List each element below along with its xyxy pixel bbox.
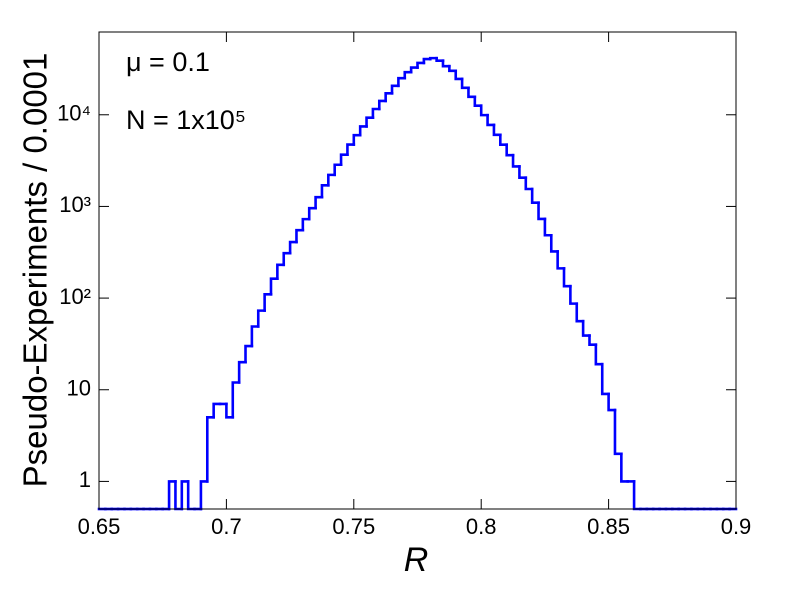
histogram-step — [486, 113, 496, 127]
histogram-step — [524, 176, 534, 191]
histogram-step — [594, 343, 604, 366]
histogram-step — [346, 143, 356, 156]
histogram-step — [518, 165, 528, 179]
histogram-step — [562, 267, 572, 288]
x-axis-label: R — [404, 541, 429, 579]
histogram-step — [358, 125, 368, 137]
histogram-step — [397, 76, 407, 88]
histogram-step — [613, 408, 623, 456]
x-tick-label: 0.65 — [78, 514, 121, 539]
histogram-step — [231, 381, 241, 419]
histogram-step — [307, 206, 317, 221]
y-axis-label: Pseudo-Experiments / 0.0001 — [17, 53, 54, 488]
x-tick-label: 0.75 — [332, 514, 375, 539]
y-tick-label: 1 — [79, 467, 91, 492]
histogram-step — [339, 153, 349, 167]
histogram-step — [365, 116, 375, 128]
histogram-step — [180, 480, 190, 511]
histogram-step — [295, 228, 305, 244]
histogram-step — [205, 416, 215, 483]
histogram-step — [167, 480, 177, 511]
histogram-step — [511, 153, 521, 168]
histogram-step — [556, 250, 566, 270]
histogram-step — [403, 70, 413, 80]
y-tick-label: 10⁴ — [57, 101, 91, 126]
histogram-step — [237, 360, 247, 384]
x-tick-label: 0.8 — [466, 514, 497, 539]
histogram-step — [384, 92, 394, 103]
histogram-step — [505, 143, 515, 157]
histogram-step — [422, 57, 432, 65]
histogram-step — [416, 61, 426, 69]
histogram-step — [352, 133, 362, 146]
annotation: μ = 0.1 — [126, 47, 210, 77]
histogram-step — [276, 263, 286, 280]
histogram-step — [269, 277, 279, 296]
histogram-step — [537, 201, 547, 221]
histogram-step — [448, 64, 458, 73]
histogram-step — [588, 334, 598, 347]
annotation: N = 1x10⁵ — [126, 105, 246, 135]
histogram-step — [569, 284, 579, 305]
histogram-step — [549, 233, 559, 253]
histogram-step — [409, 66, 419, 74]
x-tick-label: 0.9 — [721, 514, 752, 539]
histogram-step — [435, 56, 445, 63]
histogram-step — [244, 344, 254, 364]
y-tick-label: 10² — [59, 284, 91, 309]
histogram-step — [371, 107, 381, 120]
y-tick-label: 10³ — [59, 192, 91, 217]
histogram-step — [441, 59, 451, 68]
histogram-step — [263, 292, 273, 312]
x-tick-label: 0.7 — [211, 514, 242, 539]
histogram-step — [314, 195, 324, 210]
histogram-step — [473, 95, 483, 108]
histogram-step — [454, 69, 464, 81]
histogram-step — [282, 251, 292, 267]
histogram-step — [256, 309, 266, 328]
histogram-step — [581, 319, 591, 337]
histogram-step — [212, 402, 222, 419]
histogram-step — [607, 392, 617, 412]
y-tick-label: 10 — [67, 376, 91, 401]
histogram-step — [250, 325, 260, 348]
histogram-step — [499, 133, 508, 146]
histogram-step — [320, 184, 330, 199]
histogram-step — [575, 302, 585, 323]
histogram-step — [492, 123, 502, 137]
histogram-step — [390, 84, 400, 95]
x-tick-label: 0.85 — [587, 514, 630, 539]
histogram-step — [479, 104, 489, 117]
histogram-step — [377, 99, 387, 111]
histogram-step — [428, 56, 438, 61]
histogram-step — [199, 480, 209, 511]
histogram-step — [620, 452, 630, 483]
histogram-step — [460, 77, 470, 90]
histogram-step — [600, 362, 610, 396]
histogram-step — [225, 402, 235, 419]
histogram-step — [543, 217, 553, 237]
plot-frame — [98, 31, 737, 510]
histogram-step — [530, 187, 540, 204]
histogram-step — [301, 217, 311, 232]
histogram-step — [467, 86, 477, 99]
histogram-step — [327, 173, 336, 187]
histogram-step — [333, 163, 343, 177]
histogram-step — [288, 240, 298, 255]
